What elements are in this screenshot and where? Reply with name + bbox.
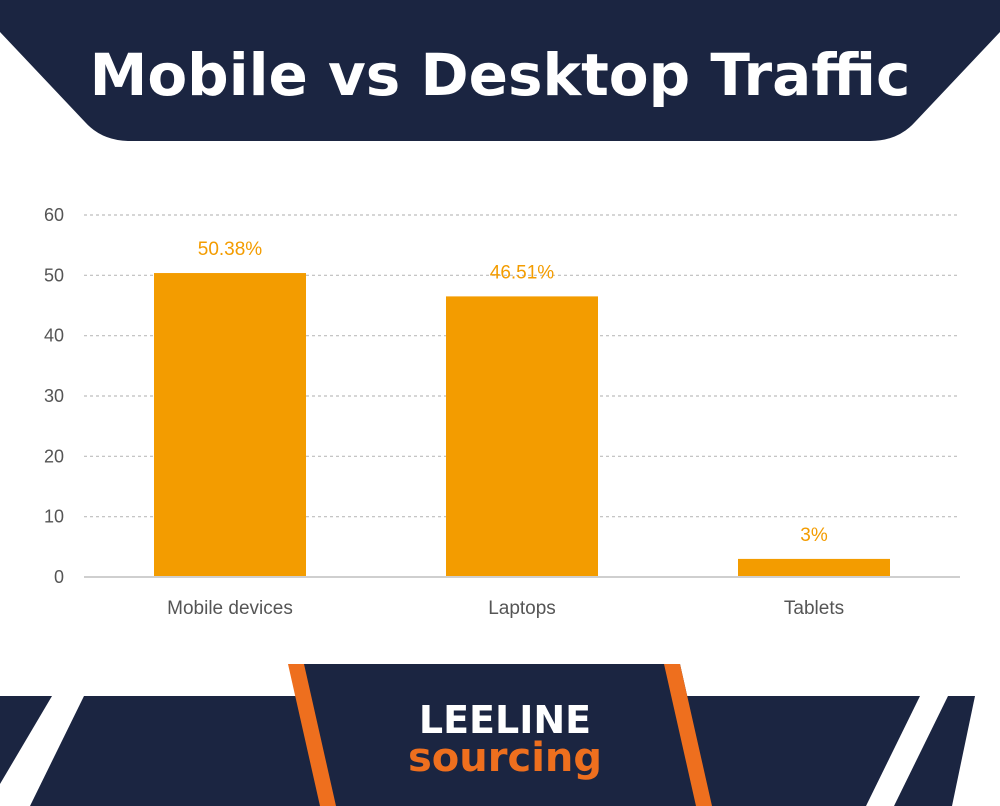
data-label: 50.38% [198, 239, 263, 260]
logo-sourcing: sourcing [407, 735, 603, 781]
data-labels: 50.38% 46.51% 3% [198, 239, 828, 546]
y-tick-label: 10 [44, 507, 64, 527]
footer-band [0, 664, 1000, 806]
y-tick-label: 0 [54, 567, 64, 587]
data-label: 46.51% [490, 262, 555, 283]
logo-left-accent [288, 664, 336, 806]
header-shape [0, 0, 1000, 141]
y-tick-label: 40 [44, 326, 64, 346]
x-axis-ticks: Mobile devices Laptops Tablets [167, 598, 844, 619]
y-tick-label: 20 [44, 446, 64, 466]
y-axis-ticks: 0 10 20 30 40 50 60 [44, 205, 64, 587]
footer-right-slash [866, 696, 948, 806]
logo-right-accent [664, 664, 712, 806]
bars [154, 273, 890, 577]
y-tick-label: 60 [44, 205, 64, 225]
bar [154, 273, 306, 577]
footer-right-edge [952, 696, 1000, 806]
x-tick-label: Tablets [784, 598, 844, 619]
footer-left-slash [0, 696, 84, 806]
x-tick-label: Laptops [488, 598, 556, 619]
bar [446, 296, 598, 577]
bar [738, 558, 890, 577]
page-title: Mobile vs Desktop Traffic [89, 41, 911, 109]
y-tick-label: 30 [44, 386, 64, 406]
logo-panel [290, 664, 712, 806]
x-tick-label: Mobile devices [167, 598, 293, 619]
header-band [0, 0, 1000, 141]
data-label: 3% [800, 525, 828, 546]
logo-leeline: LEELINE [418, 698, 592, 742]
y-tick-label: 50 [44, 265, 64, 285]
bar-chart: 0 10 20 30 40 50 60 50.38% 46.51% 3% Mobile devi… [44, 205, 960, 619]
